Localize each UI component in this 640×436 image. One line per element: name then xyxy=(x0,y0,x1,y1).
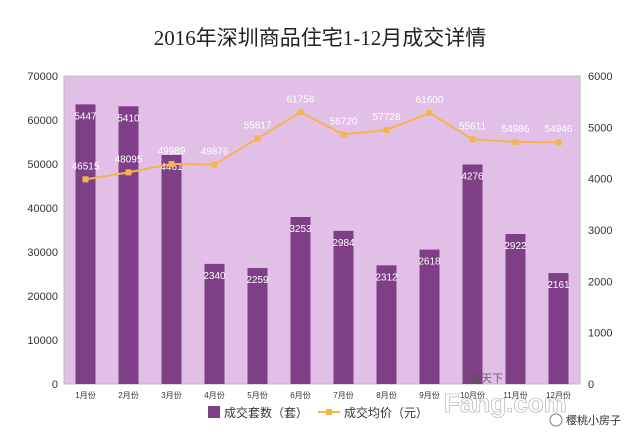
bar xyxy=(333,230,354,384)
category-label: 12月份 xyxy=(546,390,571,400)
category-label: 4月份 xyxy=(204,390,224,400)
right-tick-label: 6000 xyxy=(588,71,612,83)
bar xyxy=(376,265,397,384)
line-point xyxy=(555,139,562,146)
right-tick-label: 4000 xyxy=(588,174,612,186)
line-point xyxy=(383,126,390,133)
line-data-label: 54946 xyxy=(545,124,573,135)
legend-line-marker xyxy=(326,409,332,415)
right-tick-label: 5000 xyxy=(588,122,612,134)
bar-series: 5447 5410 4461 2340 2259 3253 2984 2312 2618 4276… xyxy=(74,104,570,385)
bar xyxy=(290,217,311,384)
line-point xyxy=(426,109,433,116)
line-point xyxy=(469,136,476,143)
line-point xyxy=(254,135,261,142)
line-data-label: 46515 xyxy=(72,161,100,172)
line-data-label: 61600 xyxy=(416,95,444,106)
bar-data-label: 2161 xyxy=(547,280,570,291)
watermark-site: 房天下 xyxy=(470,372,503,385)
bar-data-label: 2259 xyxy=(246,275,269,286)
line-data-label: 54986 xyxy=(502,124,530,135)
bar xyxy=(75,104,96,385)
plot-area xyxy=(63,75,581,385)
line-data-label: 49989 xyxy=(158,146,186,157)
right-axis: 0 1000 2000 3000 4000 5000 6000 xyxy=(588,71,612,391)
line-data-label: 56720 xyxy=(330,116,358,127)
category-label: 10月份 xyxy=(460,390,485,400)
right-tick-label: 1000 xyxy=(588,328,612,340)
category-label: 7月份 xyxy=(333,390,353,400)
left-tick-label: 70000 xyxy=(27,71,58,83)
category-label: 11月份 xyxy=(503,390,527,400)
left-tick-label: 40000 xyxy=(27,203,58,215)
category-label: 9月份 xyxy=(419,390,439,400)
bar xyxy=(204,263,225,384)
left-tick-label: 60000 xyxy=(27,115,58,127)
left-axis: 0 10000 20000 30000 40000 50000 60000 70000 xyxy=(27,71,58,391)
bar-data-label: 2922 xyxy=(504,241,527,252)
line-point xyxy=(125,169,132,176)
line-series: 46515 48095 49989 49876 55817 61756 56720 57728… xyxy=(72,94,573,183)
bar-data-label: 5447 xyxy=(74,111,97,122)
line-data-label: 48095 xyxy=(115,154,143,165)
line-path xyxy=(85,111,559,181)
bar xyxy=(548,273,569,384)
category-label: 8月份 xyxy=(376,390,396,400)
bar xyxy=(118,106,139,384)
category-label: 6月份 xyxy=(290,390,310,400)
bar xyxy=(247,268,268,384)
right-tick-label: 0 xyxy=(588,379,594,391)
category-label: 1月份 xyxy=(75,390,95,400)
legend-bar-swatch xyxy=(208,406,220,418)
right-tick-label: 3000 xyxy=(588,225,612,237)
line-point xyxy=(512,139,519,146)
watermark-account: 樱桃小房子 xyxy=(566,413,621,427)
bar-data-label: 2984 xyxy=(332,238,355,249)
line-data-label: 57728 xyxy=(373,112,401,123)
chart-title: 2016年深圳商品住宅1-12月成交详情 xyxy=(153,26,487,50)
line-point xyxy=(297,109,304,116)
bar-data-label: 2618 xyxy=(418,257,441,268)
line-point xyxy=(168,161,175,168)
left-tick-label: 10000 xyxy=(27,335,58,347)
bar-data-label: 3253 xyxy=(289,224,312,235)
bar xyxy=(462,164,483,384)
line-point xyxy=(340,131,347,138)
category-axis: 1月份 2月份 3月份 4月份 5月份 6月份 7月份 8月份 9月份 10月份 11月份 12月份 xyxy=(75,390,571,400)
wechat-icon xyxy=(549,413,563,427)
category-label: 3月份 xyxy=(161,390,181,400)
bar-data-label: 2312 xyxy=(375,272,398,283)
bar-data-label: 5410 xyxy=(117,113,140,124)
line-point xyxy=(211,161,218,168)
category-label: 5月份 xyxy=(247,390,267,400)
category-label: 2月份 xyxy=(118,390,138,400)
left-tick-label: 50000 xyxy=(27,159,58,171)
right-tick-label: 2000 xyxy=(588,276,612,288)
bar xyxy=(161,155,182,384)
bar-data-label: 2340 xyxy=(203,271,226,282)
line-data-label: 61756 xyxy=(287,94,315,105)
left-tick-label: 20000 xyxy=(27,291,58,303)
bar xyxy=(419,249,440,384)
legend-line-label: 成交均价（元） xyxy=(344,405,428,420)
bar-data-label: 4276 xyxy=(461,171,484,182)
legend-bar-label: 成交套数（套） xyxy=(224,405,308,420)
line-point xyxy=(82,176,89,183)
line-data-label: 49876 xyxy=(201,147,229,158)
bar xyxy=(505,234,526,384)
left-tick-label: 30000 xyxy=(27,247,58,259)
left-tick-label: 0 xyxy=(52,379,58,391)
line-data-label: 55611 xyxy=(459,121,487,132)
watermark-logo: Fang.com xyxy=(444,388,567,418)
legend: 成交套数（套） 成交均价（元） xyxy=(208,405,428,420)
bar-data-label: 4461 xyxy=(160,162,183,173)
line-data-label: 55817 xyxy=(244,120,272,131)
